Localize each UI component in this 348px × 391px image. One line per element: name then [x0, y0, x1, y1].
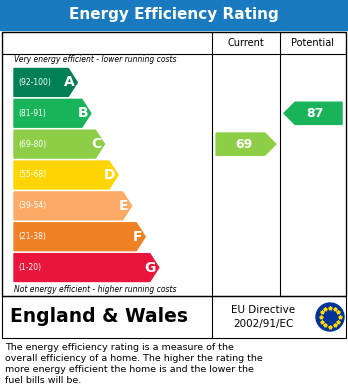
Circle shape: [316, 303, 344, 331]
Bar: [0, 0, 348, 30]
Text: (81-91): (81-91): [18, 109, 46, 118]
Text: (21-38): (21-38): [18, 232, 46, 241]
Polygon shape: [216, 133, 276, 155]
Text: F: F: [133, 230, 142, 244]
Bar: [2, 296, 346, 338]
Text: E: E: [119, 199, 129, 213]
Text: Potential: Potential: [292, 38, 334, 48]
Polygon shape: [14, 130, 104, 158]
Text: overall efficiency of a home. The higher the rating the: overall efficiency of a home. The higher…: [5, 354, 263, 363]
Text: Very energy efficient - lower running costs: Very energy efficient - lower running co…: [14, 56, 176, 65]
Text: (69-80): (69-80): [18, 140, 46, 149]
Polygon shape: [14, 68, 77, 96]
Text: Not energy efficient - higher running costs: Not energy efficient - higher running co…: [14, 285, 176, 294]
Text: D: D: [104, 168, 115, 182]
Bar: [2, 32, 346, 296]
Text: (55-68): (55-68): [18, 170, 46, 179]
Text: A: A: [64, 75, 74, 90]
Polygon shape: [14, 161, 118, 189]
Text: 69: 69: [235, 138, 253, 151]
Polygon shape: [14, 192, 132, 220]
Text: Energy Efficiency Rating: Energy Efficiency Rating: [69, 7, 279, 23]
Text: B: B: [77, 106, 88, 120]
Text: Current: Current: [228, 38, 264, 48]
Text: EU Directive
2002/91/EC: EU Directive 2002/91/EC: [231, 305, 295, 329]
Text: (1-20): (1-20): [18, 263, 41, 272]
Polygon shape: [284, 102, 342, 124]
Text: England & Wales: England & Wales: [10, 307, 188, 326]
Text: C: C: [91, 137, 102, 151]
Polygon shape: [14, 223, 145, 251]
Text: (92-100): (92-100): [18, 78, 51, 87]
Polygon shape: [14, 254, 159, 282]
Polygon shape: [14, 99, 91, 127]
Text: (39-54): (39-54): [18, 201, 46, 210]
Text: 87: 87: [306, 107, 324, 120]
Text: more energy efficient the home is and the lower the: more energy efficient the home is and th…: [5, 365, 254, 374]
Text: G: G: [144, 260, 156, 274]
Text: fuel bills will be.: fuel bills will be.: [5, 376, 81, 385]
Text: The energy efficiency rating is a measure of the: The energy efficiency rating is a measur…: [5, 343, 234, 352]
